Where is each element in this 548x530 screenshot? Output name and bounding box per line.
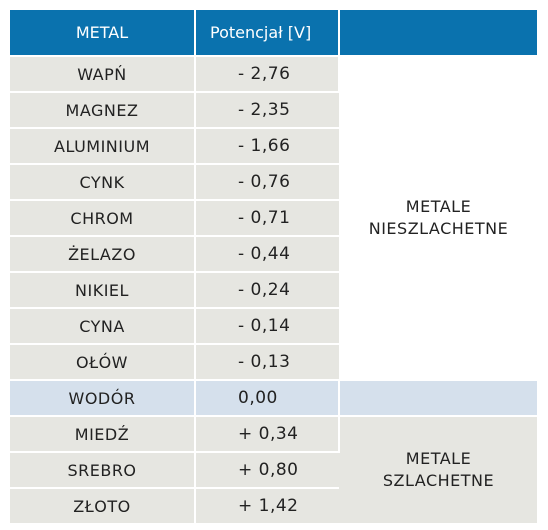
potential-value: - 2,35 bbox=[195, 91, 339, 128]
group-label-noble-line2: SZLACHETNE bbox=[382, 471, 495, 490]
metal-name: WODÓR bbox=[10, 379, 196, 416]
metal-name: ŻELAZO bbox=[10, 235, 196, 272]
table-row: ZŁOTO + 1,42 bbox=[10, 487, 537, 523]
header-potential: Potencjał [V] bbox=[195, 10, 340, 56]
header-row: METAL Potencjał [V] bbox=[10, 10, 537, 56]
group-empty-hydrogen bbox=[339, 379, 537, 416]
potential-value: + 0,34 bbox=[195, 415, 340, 452]
potential-value: + 1,42 bbox=[195, 487, 339, 523]
potential-value: - 0,44 bbox=[195, 235, 339, 272]
header-metal: METAL bbox=[10, 10, 196, 56]
metal-name: WAPŃ bbox=[10, 55, 196, 92]
potential-value: - 0,13 bbox=[195, 343, 339, 380]
group-label-base-line2: NIESZLACHETNE bbox=[368, 219, 509, 238]
group-label-base-line1: METALE bbox=[405, 197, 472, 216]
table-row: WAPŃ - 2,76 METALE NIESZLACHETNE bbox=[10, 55, 537, 380]
table-row: MAGNEZ - 2,35 bbox=[10, 91, 537, 128]
potential-table-container: METAL Potencjał [V] WAPŃ - 2,76 METALE N… bbox=[10, 10, 537, 523]
metal-name: ZŁOTO bbox=[10, 487, 196, 523]
table-row: CHROM - 0,71 bbox=[10, 199, 537, 236]
metal-name: NIKIEL bbox=[10, 271, 196, 308]
potential-value: - 0,24 bbox=[195, 271, 339, 308]
table-row: MIEDŹ + 0,34 METALE SZLACHETNE bbox=[10, 415, 537, 523]
metal-name: MAGNEZ bbox=[10, 91, 196, 128]
group-label-base: METALE NIESZLACHETNE bbox=[339, 55, 537, 380]
potential-value: - 1,66 bbox=[195, 127, 339, 164]
metal-name: MIEDŹ bbox=[10, 415, 196, 452]
metal-name: CHROM bbox=[10, 199, 196, 236]
table-row: NIKIEL - 0,24 bbox=[10, 271, 537, 308]
metal-name: SREBRO bbox=[10, 451, 196, 488]
table-row: SREBRO + 0,80 bbox=[10, 451, 537, 488]
electrochemical-series-table: METAL Potencjał [V] WAPŃ - 2,76 METALE N… bbox=[10, 10, 537, 523]
table-row-hydrogen: WODÓR 0,00 bbox=[10, 379, 537, 416]
table-row: CYNK - 0,76 bbox=[10, 163, 537, 200]
metal-name: ALUMINIUM bbox=[10, 127, 196, 164]
metal-name: OŁÓW bbox=[10, 343, 196, 380]
header-group bbox=[339, 10, 537, 56]
metal-name: CYNA bbox=[10, 307, 196, 344]
potential-value: + 0,80 bbox=[195, 451, 339, 488]
table-row: CYNA - 0,14 bbox=[10, 307, 537, 344]
potential-value: - 0,71 bbox=[195, 199, 339, 236]
table-row: ALUMINIUM - 1,66 bbox=[10, 127, 537, 164]
potential-value: 0,00 bbox=[195, 379, 340, 416]
potential-value: - 2,76 bbox=[195, 55, 340, 92]
group-label-noble: METALE SZLACHETNE bbox=[339, 415, 537, 523]
potential-value: - 0,14 bbox=[195, 307, 339, 344]
group-label-noble-line1: METALE bbox=[405, 449, 472, 468]
metal-name: CYNK bbox=[10, 163, 196, 200]
table-row: OŁÓW - 0,13 bbox=[10, 343, 537, 380]
table-row: ŻELAZO - 0,44 bbox=[10, 235, 537, 272]
potential-value: - 0,76 bbox=[195, 163, 339, 200]
